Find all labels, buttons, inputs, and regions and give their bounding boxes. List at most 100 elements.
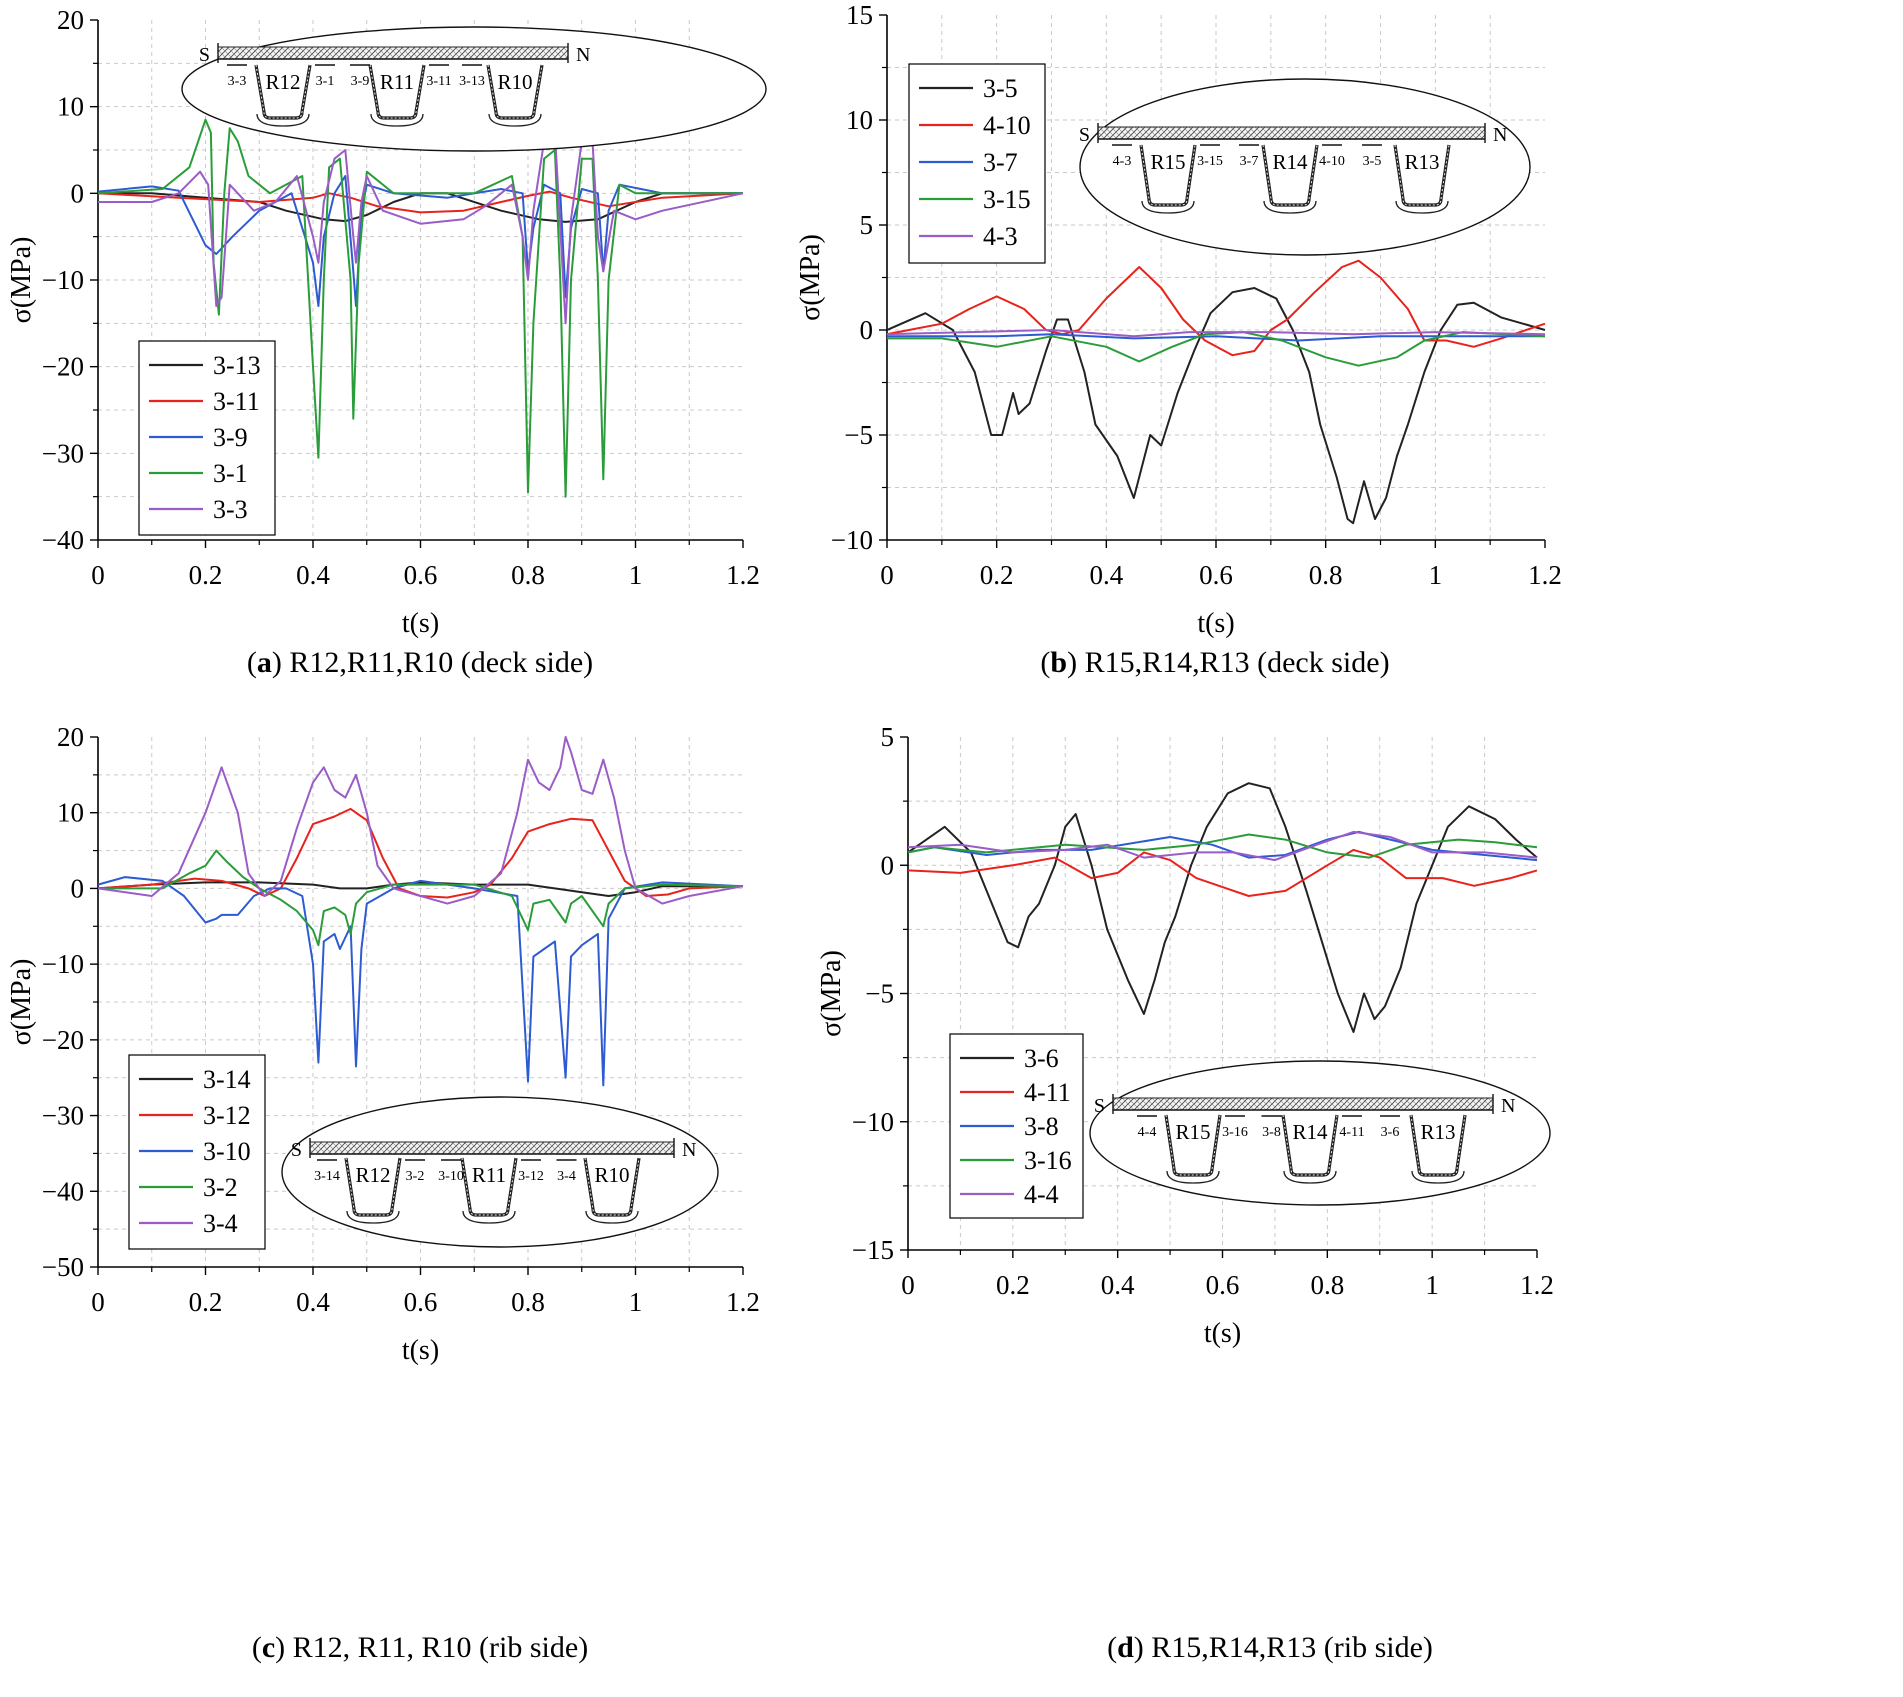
rib-label: R12 — [355, 1163, 390, 1187]
legend-label-3-10: 3-10 — [203, 1137, 251, 1166]
legend-label-3-14: 3-14 — [203, 1065, 251, 1094]
y-tick-label: 5 — [881, 722, 895, 752]
gauge-label-3-2: 3-2 — [406, 1169, 425, 1184]
diaphragm-cutout — [488, 113, 542, 127]
gauge-label-3-1: 3-1 — [316, 74, 335, 89]
schematic-end-label: N — [682, 1139, 696, 1161]
series-line-3-10 — [97, 876, 744, 1087]
diaphragm-cutout — [1141, 200, 1195, 214]
rib-label: R11 — [380, 70, 414, 94]
y-tick-label: −5 — [844, 420, 873, 450]
series-line-4-11 — [907, 848, 1538, 897]
rib-label: R14 — [1272, 150, 1308, 174]
x-tick-label: 1 — [629, 1287, 643, 1317]
gauge-label-4-11: 4-11 — [1339, 1125, 1364, 1140]
series-line-4-4 — [907, 830, 1538, 862]
x-tick-label: 0 — [901, 1270, 915, 1300]
deck-plate — [217, 46, 569, 60]
x-tick-label: 0.4 — [296, 560, 330, 590]
x-tick-label: 0.6 — [1199, 560, 1233, 590]
panel-caption: (d) R15,R14,R13 (rib side) — [1107, 1631, 1433, 1664]
series-line-3-15 — [887, 331, 1546, 367]
gauge-label-3-7: 3-7 — [1240, 154, 1259, 169]
legend-label-3-13: 3-13 — [213, 351, 261, 380]
y-tick-label: −15 — [852, 1235, 894, 1265]
x-tick-label: 0.4 — [1101, 1270, 1135, 1300]
x-tick-label: 1 — [1425, 1270, 1439, 1300]
panel-caption: (c) R12, R11, R10 (rib side) — [252, 1631, 588, 1664]
x-tick-label: 0 — [880, 560, 894, 590]
y-tick-label: −40 — [42, 525, 84, 555]
x-tick-label: 0.8 — [1309, 560, 1343, 590]
legend-label-4-10: 4-10 — [983, 111, 1031, 140]
rib-label: R14 — [1292, 1120, 1328, 1144]
panel-caption: (b) R15,R14,R13 (deck side) — [1040, 646, 1389, 679]
y-axis-label: σ(MPa) — [6, 237, 37, 324]
u-rib-hatch — [584, 1157, 640, 1216]
gauge-label-3-14: 3-14 — [314, 1169, 340, 1184]
gauge-label-3-12: 3-12 — [518, 1169, 544, 1184]
series-line-3-9 — [97, 175, 743, 307]
u-rib-hatch — [1394, 144, 1450, 206]
legend-label-3-6: 3-6 — [1024, 1044, 1059, 1073]
x-tick-label: 0.2 — [189, 560, 223, 590]
y-tick-label: −40 — [42, 1176, 84, 1206]
legend: 3-6 4-11 3-8 3-16 4-4 — [949, 1033, 1084, 1219]
gauge-label-4-4: 4-4 — [1138, 1125, 1157, 1140]
x-tick-label: 1.2 — [726, 560, 760, 590]
rib-label: R15 — [1175, 1120, 1210, 1144]
diaphragm-cutout — [1166, 1170, 1220, 1184]
x-tick-label: 0.6 — [1206, 1270, 1240, 1300]
legend-label-3-4: 3-4 — [203, 1209, 238, 1238]
gauge-label-3-5: 3-5 — [1363, 154, 1382, 169]
y-tick-label: −10 — [852, 1107, 894, 1137]
schematic-end-label: S — [1094, 1095, 1105, 1117]
series-group — [886, 259, 1546, 525]
series-line-3-6 — [907, 782, 1538, 1033]
legend-label-3-8: 3-8 — [1024, 1112, 1059, 1141]
diaphragm-cutout — [1283, 1170, 1337, 1184]
deck-plate — [1097, 126, 1486, 140]
x-tick-label: 0.8 — [511, 1287, 545, 1317]
panel-letter: a — [257, 646, 272, 679]
y-tick-label: −50 — [42, 1252, 84, 1282]
diaphragm-cutout — [1263, 200, 1317, 214]
diaphragm-cutout — [1411, 1170, 1465, 1184]
u-rib-hatch — [1262, 144, 1318, 206]
y-tick-label: 10 — [57, 798, 84, 828]
y-tick-label: 0 — [71, 178, 85, 208]
deck-schematic: S N R15 R14 R13 4-4 3-16 3-8 4-11 3-6 — [1089, 1060, 1551, 1206]
panel-caption: (a) R12,R11,R10 (deck side) — [247, 646, 593, 679]
legend-label-3-5: 3-5 — [983, 74, 1018, 103]
series-line-3-1 — [97, 118, 743, 498]
legend: 3-14 3-12 3-10 3-2 3-4 — [128, 1054, 266, 1250]
legend-label-4-3: 4-3 — [983, 222, 1018, 251]
u-rib-hatch — [1410, 1114, 1466, 1176]
diaphragm-cutout — [256, 113, 310, 127]
legend-label-3-12: 3-12 — [203, 1101, 251, 1130]
legend-label-3-15: 3-15 — [983, 185, 1031, 214]
gauge-label-4-10: 4-10 — [1319, 154, 1345, 169]
x-axis-label: t(s) — [402, 1335, 439, 1366]
x-tick-label: 0.8 — [511, 560, 545, 590]
legend-label-4-11: 4-11 — [1024, 1078, 1071, 1107]
panel-letter: d — [1117, 1631, 1134, 1664]
u-rib-hatch — [487, 64, 543, 119]
deck-schematic: S N R15 R14 R13 4-3 3-15 3-7 4-10 3-5 — [1079, 78, 1531, 256]
y-tick-label: −20 — [42, 352, 84, 382]
x-tick-label: 1.2 — [1528, 560, 1562, 590]
x-tick-label: 0.2 — [996, 1270, 1030, 1300]
gauge-label-3-4: 3-4 — [557, 1169, 576, 1184]
schematic-end-label: N — [1501, 1095, 1515, 1117]
gauge-label-3-10: 3-10 — [438, 1169, 464, 1184]
y-tick-label: 5 — [860, 210, 874, 240]
series-group — [907, 782, 1538, 1033]
legend: 3-13 3-11 3-9 3-1 3-3 — [138, 340, 276, 536]
chart-panel-b: 0 0.2 0.4 0.6 0.8 1 1.2 −10 −5 0 5 10 15 t(s) σ(MPa) 3-… — [795, 0, 1562, 679]
schematic-end-label: S — [291, 1139, 302, 1161]
series-line-3-2 — [98, 849, 744, 947]
gauge-label-3-16: 3-16 — [1222, 1125, 1248, 1140]
legend-label-3-16: 3-16 — [1024, 1146, 1072, 1175]
panel-letter: b — [1050, 646, 1067, 679]
schematic-ellipse — [1089, 1060, 1551, 1206]
